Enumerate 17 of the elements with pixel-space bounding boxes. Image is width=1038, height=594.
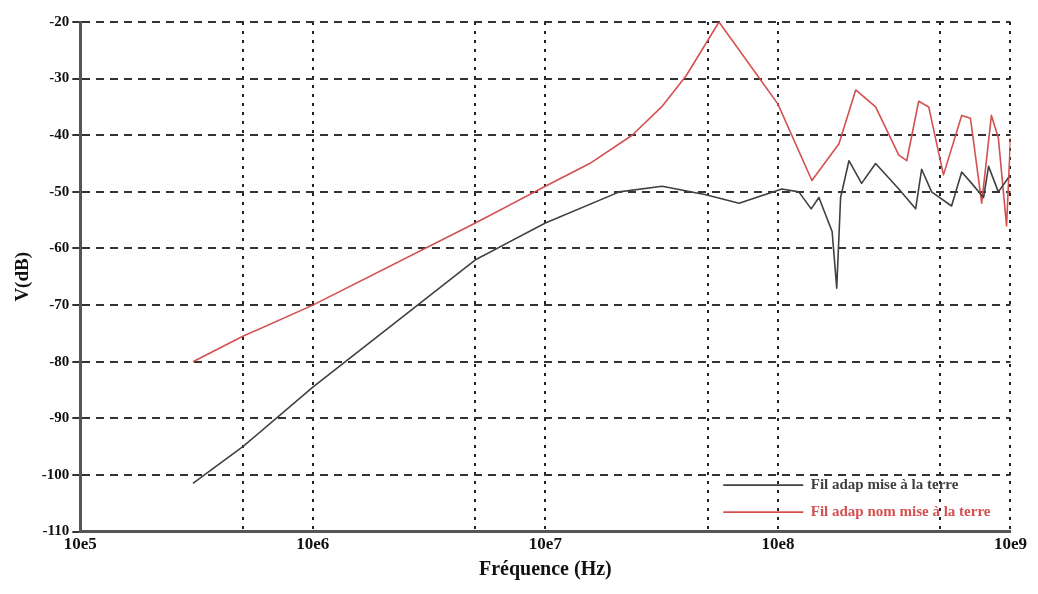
y-tick-label: -90 <box>49 409 70 426</box>
text: Fil adap nom mise à la terre <box>810 502 991 519</box>
x-tick-label: 10e9 <box>993 534 1027 554</box>
x-tick-label: 10e8 <box>761 534 795 554</box>
x-tick-label: 10e6 <box>296 534 330 554</box>
x-axis-title: Fréquence (Hz) <box>479 557 612 581</box>
y-tick-label: -20 <box>49 12 70 29</box>
y-tick-label: -60 <box>49 239 70 256</box>
y-tick-label: -50 <box>49 182 70 199</box>
text: Fil adap mise à la terre <box>810 475 959 492</box>
y-tick-label: -80 <box>49 352 70 369</box>
y-tick-label: -70 <box>49 295 70 312</box>
y-tick-label: -100 <box>41 465 70 482</box>
x-tick-label: 10e7 <box>528 534 563 554</box>
y-tick-label: -30 <box>49 69 70 86</box>
y-axis-title: V(dB) <box>11 251 34 302</box>
y-tick-label: -40 <box>49 126 70 143</box>
